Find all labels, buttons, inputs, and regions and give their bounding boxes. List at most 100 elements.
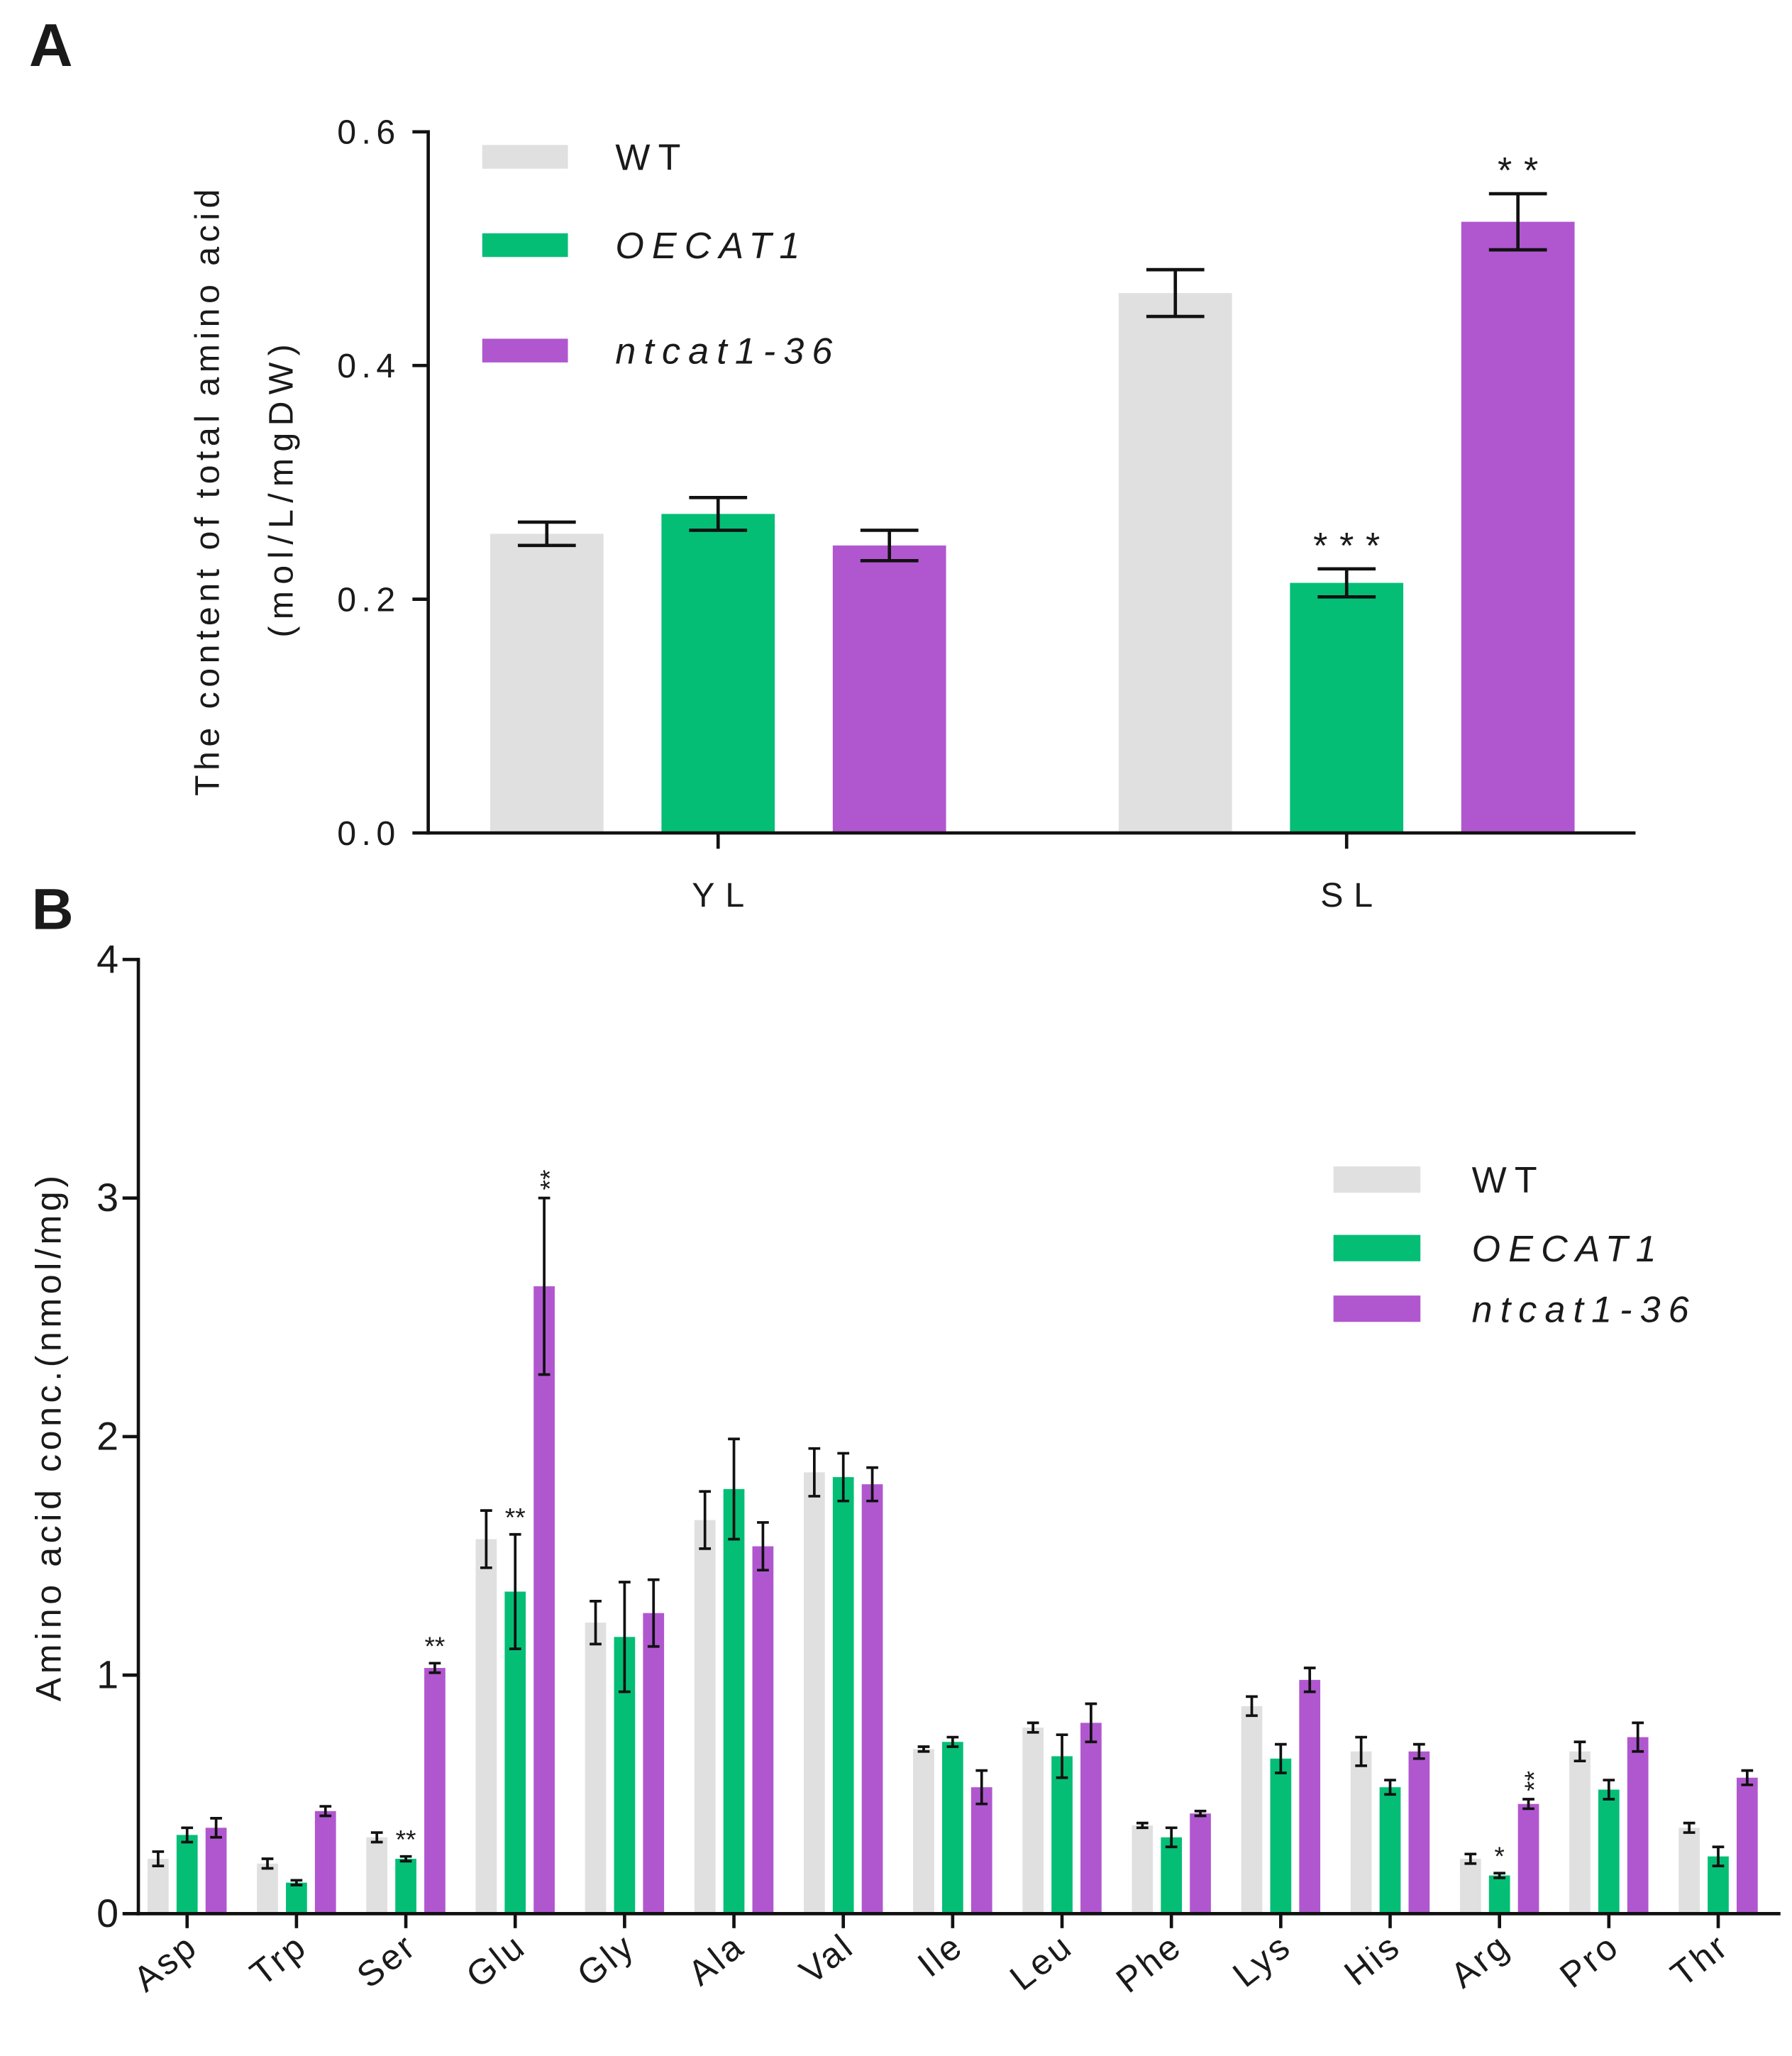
error-bar-b-asp-wt: [152, 1850, 165, 1867]
legend-label: ntcat1-36: [615, 331, 840, 372]
error-bar-b-phe-wt: [1136, 1821, 1149, 1830]
x-tick-label-lys: Lys: [1225, 1925, 1298, 1995]
panel-b-error-bars: [152, 1196, 1754, 1886]
bar-b-glu-ntcat1-36: [533, 1286, 555, 1914]
bar-b-leu-oecat1: [1051, 1756, 1073, 1914]
bar-b-his-ntcat1-36: [1408, 1751, 1430, 1914]
bar-b-lys-wt: [1241, 1706, 1263, 1914]
panel-b-y-tick-label: 3: [96, 1176, 118, 1220]
bar-b-arg-wt: [1459, 1859, 1481, 1914]
error-bar-b-pro-wt: [1573, 1740, 1586, 1763]
error-bar-b-pro-ntcat1-36: [1632, 1721, 1644, 1753]
panel-a-y-axis-unit: (mol/L/mgDW): [262, 338, 300, 638]
error-bar-b-ser-ntcat1-36: [428, 1662, 441, 1674]
error-bar-b-val-oecat1: [837, 1452, 850, 1503]
error-bar-b-glu-ntcat1-36: [538, 1196, 551, 1376]
error-bar-b-arg-wt: [1464, 1852, 1477, 1865]
panel-a: A The content of total amino acid (mol/L…: [29, 12, 1636, 914]
bar-b-gly-wt: [585, 1623, 607, 1914]
bar-b-leu-wt: [1022, 1728, 1044, 1914]
panel-b-y-tick-label: 1: [96, 1653, 118, 1697]
significance-marker: **: [505, 1503, 526, 1532]
error-bar-b-val-ntcat1-36: [866, 1466, 878, 1503]
error-bar-b-his-oecat1: [1384, 1779, 1396, 1796]
panel-b-y-tick-label: 2: [96, 1414, 118, 1458]
bar-b-val-ntcat1-36: [861, 1484, 883, 1914]
error-bar-b-lys-oecat1: [1274, 1742, 1287, 1774]
error-bar-a-yl-ntcat1-36: [860, 529, 919, 563]
bar-b-gly-ntcat1-36: [643, 1613, 665, 1914]
x-tick-label-ile: Ile: [910, 1925, 970, 1985]
panel-a-bars: [490, 221, 1575, 834]
bar-b-asp-oecat1: [176, 1835, 198, 1914]
bar-b-val-wt: [803, 1472, 825, 1914]
bar-b-phe-wt: [1132, 1825, 1154, 1914]
bar-b-ser-oecat1: [395, 1859, 416, 1914]
legend-swatch: [482, 145, 568, 169]
error-bar-b-trp-wt: [261, 1857, 274, 1870]
bar-b-trp-oecat1: [286, 1882, 307, 1914]
bar-b-ile-ntcat1-36: [970, 1787, 992, 1914]
legend-item-oecat1: OECAT1: [1333, 1229, 1664, 1270]
legend-item-ntcat1-36: ntcat1-36: [1333, 1289, 1697, 1330]
x-tick-label-leu: Leu: [1002, 1925, 1080, 1999]
error-bar-b-gly-oecat1: [619, 1581, 631, 1693]
x-tick-label-thr: Thr: [1664, 1925, 1737, 1994]
bar-b-ser-ntcat1-36: [424, 1668, 446, 1914]
bar-b-asp-wt: [148, 1859, 169, 1914]
bar-b-ser-wt: [366, 1837, 388, 1914]
x-tick-label-ala: Ala: [681, 1925, 752, 1994]
bar-b-his-oecat1: [1379, 1787, 1401, 1914]
legend-label: WT: [1472, 1160, 1545, 1201]
error-bar-b-phe-ntcat1-36: [1194, 1809, 1207, 1818]
significance-marker: *: [1494, 1841, 1504, 1871]
significance-marker: **: [1498, 150, 1550, 192]
error-bar-b-gly-ntcat1-36: [647, 1578, 660, 1648]
error-bar-b-his-wt: [1355, 1735, 1368, 1767]
panel-b-label: B: [32, 878, 74, 942]
x-tick-label-gly: Gly: [570, 1925, 643, 1994]
panel-b-y-axis-title: Amino acid conc.(nmol/mg): [28, 1171, 68, 1701]
legend-label: OECAT1: [1472, 1229, 1664, 1270]
bar-a-yl-ntcat1-36: [832, 545, 946, 834]
error-bar-a-sl-oecat1: [1317, 567, 1376, 599]
legend-label: OECAT1: [615, 226, 807, 267]
bar-a-sl-wt: [1118, 293, 1232, 834]
error-bar-b-thr-ntcat1-36: [1741, 1769, 1754, 1786]
panel-b-legend: WT OECAT1 ntcat1-36: [1333, 1160, 1697, 1330]
bar-a-sl-oecat1: [1290, 582, 1404, 834]
legend-label: ntcat1-36: [1472, 1289, 1697, 1330]
bar-a-sl-ntcat1-36: [1461, 221, 1575, 834]
bar-b-ala-oecat1: [723, 1488, 745, 1914]
x-tick-label-sl: SL: [1320, 876, 1383, 914]
significance-marker: **: [535, 1170, 565, 1190]
bar-b-trp-wt: [257, 1863, 278, 1914]
error-bar-b-val-wt: [808, 1447, 821, 1498]
x-tick-label-val: Val: [792, 1925, 861, 1991]
significance-marker: **: [396, 1825, 416, 1855]
bar-b-glu-wt: [475, 1539, 497, 1914]
bar-b-his-wt: [1350, 1751, 1372, 1914]
panel-a-y-axis-title: The content of total amino acid: [188, 184, 226, 796]
bar-b-thr-ntcat1-36: [1736, 1777, 1758, 1914]
panel-b-plot: 0 1 2 3 4 Asp Trp Ser Glu Gly Ala Val Ile Leu Phe Lys Hi…: [96, 937, 1781, 2001]
significance-marker: ***: [1313, 526, 1392, 567]
panel-a-label: A: [29, 12, 73, 79]
x-tick-label-yl: YL: [692, 876, 755, 914]
error-bar-b-lys-ntcat1-36: [1303, 1667, 1316, 1693]
bar-b-ala-ntcat1-36: [752, 1546, 774, 1914]
legend-item-ntcat1-36: ntcat1-36: [482, 331, 840, 372]
bar-b-pro-wt: [1569, 1751, 1591, 1914]
error-bar-b-glu-oecat1: [509, 1532, 521, 1650]
x-tick-label-phe: Phe: [1109, 1925, 1190, 2001]
x-tick-label-trp: Trp: [243, 1925, 314, 1994]
legend-swatch: [482, 338, 568, 363]
bar-a-yl-oecat1: [661, 514, 775, 834]
error-bar-b-lys-wt: [1246, 1695, 1258, 1718]
error-bar-b-pro-oecat1: [1603, 1779, 1615, 1801]
panel-a-y-tick-label: 0.2: [337, 580, 400, 619]
error-bar-b-asp-ntcat1-36: [210, 1817, 222, 1839]
error-bar-b-trp-oecat1: [290, 1879, 303, 1886]
bar-b-lys-ntcat1-36: [1299, 1679, 1321, 1914]
